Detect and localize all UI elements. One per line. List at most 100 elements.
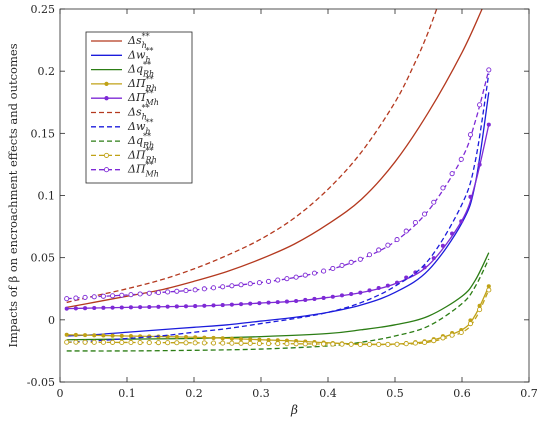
series-4-marker <box>229 336 234 341</box>
legend-marker <box>103 152 110 158</box>
series-4-marker <box>238 336 244 342</box>
series-9-marker <box>192 340 198 346</box>
series-9-marker <box>82 339 88 345</box>
legend-label: ΔΠ** Rh <box>127 75 157 93</box>
series-9-marker <box>210 340 217 346</box>
series-4-marker <box>110 333 115 338</box>
x-tick-label: 0.5 <box>386 387 404 400</box>
series-5-marker <box>229 302 234 307</box>
series-4-marker <box>83 333 88 338</box>
series-5-marker <box>450 231 455 236</box>
series-4-marker <box>193 335 198 340</box>
series-8 <box>66 258 490 352</box>
series-9-marker <box>311 341 318 347</box>
legend-entry-8: Δq** Rh <box>91 132 154 150</box>
series-10-marker <box>348 259 354 265</box>
series-5-marker <box>257 301 262 306</box>
series-9-marker <box>330 341 336 347</box>
series-10-marker <box>293 274 299 280</box>
series-9-marker <box>376 341 382 348</box>
series-10-marker <box>449 171 455 177</box>
series-10-marker <box>394 237 400 243</box>
series-10-marker <box>155 290 162 296</box>
series-4-marker <box>128 334 133 339</box>
series-5-marker <box>128 305 133 310</box>
series-10-marker <box>385 242 391 248</box>
series-9-marker <box>201 340 207 346</box>
series-9-marker <box>449 332 455 338</box>
series-5-marker <box>156 304 161 309</box>
y-tick-label: 0.1 <box>38 190 56 203</box>
series-9-marker <box>220 340 226 346</box>
series-5-marker <box>385 283 390 288</box>
series-10-marker <box>128 292 134 298</box>
series-10-marker <box>357 256 363 262</box>
series-5-marker <box>110 305 115 310</box>
series-10-marker <box>256 280 262 286</box>
series-9-marker <box>385 341 391 348</box>
series-5-marker <box>349 291 354 297</box>
series-5-marker <box>303 297 308 303</box>
series-9-marker <box>321 341 327 347</box>
legend-entry-3: Δq** Rh <box>91 61 154 79</box>
legend-entry-7: Δw** h <box>91 118 153 136</box>
legend-label: Δw** h <box>127 46 153 64</box>
series-5-marker <box>330 294 335 299</box>
series-line-2 <box>66 92 490 337</box>
legend-marker <box>104 81 109 87</box>
series-9-marker <box>110 339 116 345</box>
series-5-marker <box>431 256 436 261</box>
series-5-marker <box>376 285 381 291</box>
series-4-marker <box>92 333 97 338</box>
series-9-marker <box>440 335 446 341</box>
x-tick-label: 0.3 <box>252 387 270 400</box>
series-9-marker <box>64 339 70 345</box>
series-5-marker <box>321 295 326 300</box>
x-axis-title: β <box>290 403 298 417</box>
series-4-marker <box>64 332 69 337</box>
series-5-marker <box>119 305 124 310</box>
series-10-marker <box>284 276 290 282</box>
legend-entry-10: ΔΠ** Mh <box>91 161 159 179</box>
series-5-marker <box>73 306 78 311</box>
series-6 <box>66 9 438 304</box>
y-tick-label: 0 <box>48 314 55 327</box>
legend-entry-6: Δs** h <box>91 104 150 122</box>
x-tick-label: 0 <box>57 387 64 400</box>
series-layer <box>64 9 492 352</box>
legend-label: Δs** h <box>127 32 150 50</box>
x-tick-label: 0.4 <box>319 387 337 400</box>
series-10-marker <box>146 290 152 296</box>
series-10-marker <box>477 102 483 108</box>
legend-label: ΔΠ** Mh <box>127 161 159 179</box>
series-10-marker <box>64 296 70 302</box>
legend-label: Δq** Rh <box>127 61 154 79</box>
x-tick-label: 0.2 <box>185 387 203 400</box>
series-4-marker <box>248 337 253 342</box>
series-9-marker <box>266 340 272 347</box>
series-10-marker <box>82 294 88 300</box>
x-tick-label: 0.7 <box>520 387 538 400</box>
series-9-marker <box>128 339 134 346</box>
series-10-marker <box>183 288 189 294</box>
series-10-marker <box>266 278 272 284</box>
series-5-marker <box>367 288 372 293</box>
series-9-marker <box>477 307 483 313</box>
series-line-6 <box>66 9 438 304</box>
series-10-marker <box>137 291 143 297</box>
series-10-marker <box>238 282 244 288</box>
series-4-marker <box>211 335 216 341</box>
series-9-marker <box>137 339 143 346</box>
series-10-marker <box>412 220 418 226</box>
series-9-marker <box>238 340 244 346</box>
series-9-marker <box>284 341 290 347</box>
series-10-marker <box>422 211 428 217</box>
series-5-marker <box>248 301 253 306</box>
series-10-marker <box>458 156 464 162</box>
series-9-marker <box>73 339 79 345</box>
legend-entry-1: Δs** h <box>91 32 150 50</box>
series-line-8 <box>66 258 490 352</box>
x-tick-label: 0.6 <box>453 387 471 400</box>
series-10-marker <box>339 262 345 268</box>
